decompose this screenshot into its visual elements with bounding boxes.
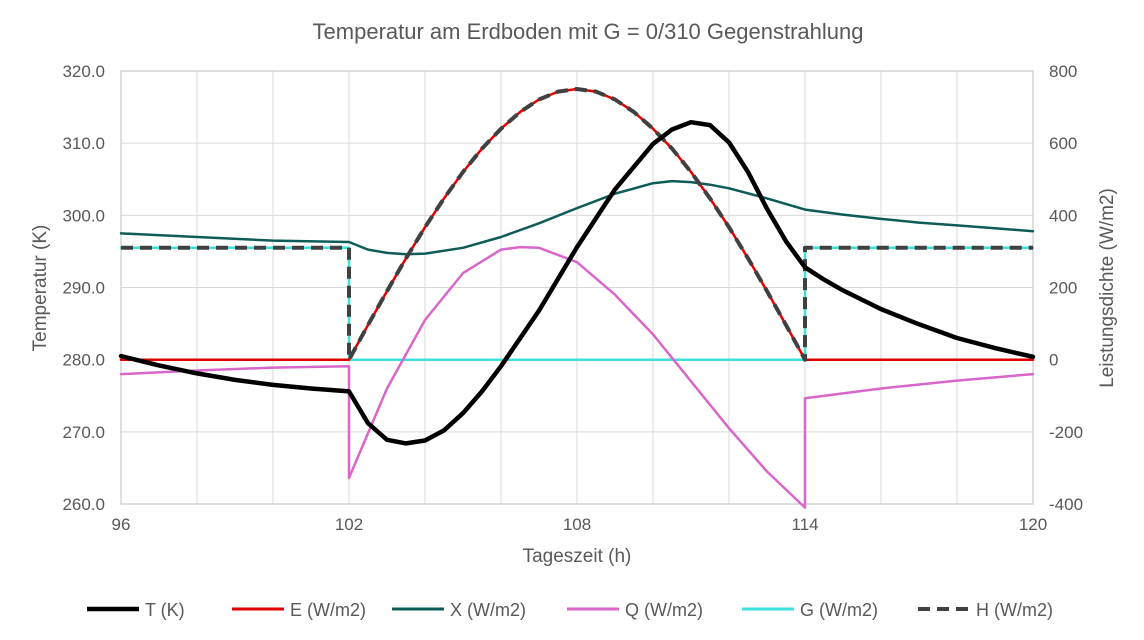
x-axis-title: Tageszeit (h) <box>523 546 632 567</box>
legend-label-h: H (W/m2) <box>976 600 1053 620</box>
series-line-q <box>119 245 1035 509</box>
x-tick-label: 114 <box>791 515 818 534</box>
y2-tick-label: 600 <box>1049 134 1077 153</box>
y2-tick-label: -200 <box>1049 423 1083 442</box>
y-tick-label: 290.0 <box>62 279 105 298</box>
y2-tick-label: 400 <box>1049 206 1077 225</box>
y-axis-title: Temperatur (K) <box>30 225 51 352</box>
series-line-x <box>119 179 1035 256</box>
legend-label-q: Q (W/m2) <box>625 600 703 620</box>
y-tick-label: 310.0 <box>62 134 105 153</box>
series-line-t <box>118 119 1036 446</box>
y2-tick-label: 200 <box>1049 279 1077 298</box>
chart-title: Temperatur am Erdboden mit G = 0/310 Geg… <box>313 19 864 44</box>
y2-tick-label: 800 <box>1049 62 1077 81</box>
grid-layer <box>120 70 1034 505</box>
y-tick-label: 300.0 <box>62 206 105 225</box>
x-tick-label: 120 <box>1019 515 1047 534</box>
y2-tick-label: -400 <box>1049 495 1083 514</box>
legend-label-e: E (W/m2) <box>290 600 366 620</box>
series-line-h <box>121 87 1033 362</box>
y2-axis-title: Leistungsdichte (W/m2) <box>1097 188 1118 388</box>
y-tick-label: 260.0 <box>62 495 105 514</box>
y-tick-label: 280.0 <box>62 351 105 370</box>
series-layer <box>118 87 1036 509</box>
x-tick-label: 108 <box>563 515 591 534</box>
x-tick-label: 96 <box>112 515 131 534</box>
y2-tick-label: 0 <box>1049 351 1058 370</box>
y-tick-label: 320.0 <box>62 62 105 81</box>
legend: T (K) E (W/m2) X (W/m2) Q (W/m2) G (W/m2) H (… <box>87 600 1053 620</box>
tick-layer: 96 102 108 114 120 320.0 310.0 300.0 290.0 280.0 2… <box>62 62 1083 534</box>
plot-area-frame <box>120 70 1034 505</box>
legend-label-x: X (W/m2) <box>450 600 526 620</box>
legend-label-g: G (W/m2) <box>800 600 878 620</box>
x-tick-label: 102 <box>335 515 363 534</box>
legend-label-t: T (K) <box>145 600 185 620</box>
y-tick-label: 270.0 <box>62 423 105 442</box>
